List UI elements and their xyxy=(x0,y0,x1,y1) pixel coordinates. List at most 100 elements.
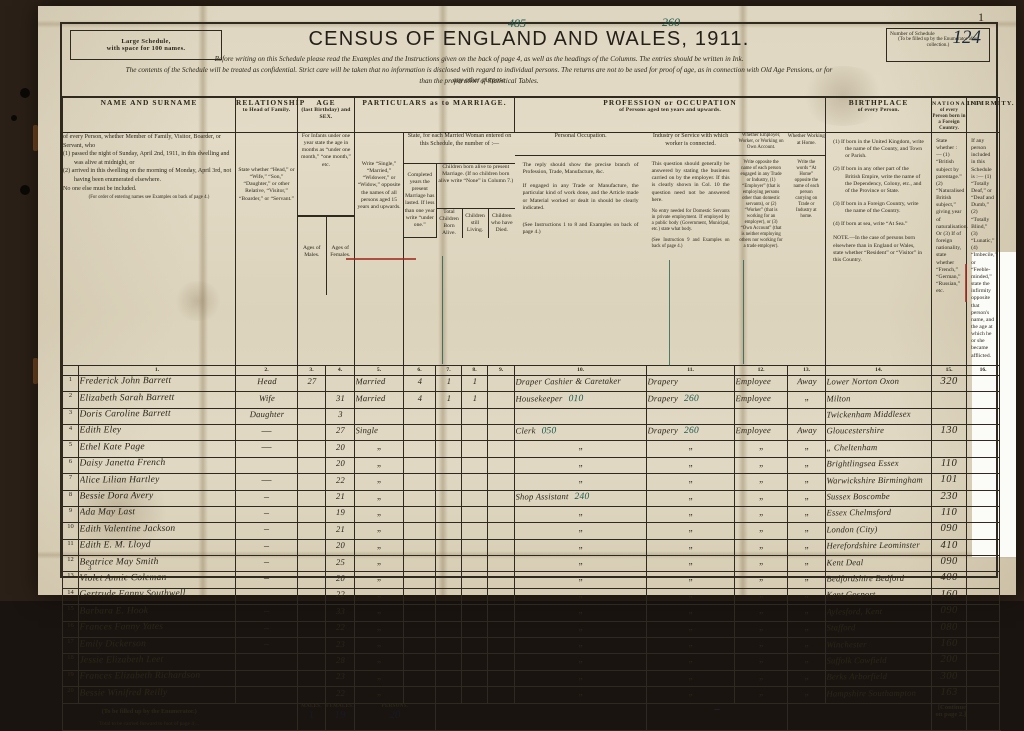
cell-industry[interactable]: „ xyxy=(646,637,736,655)
cell-nationality[interactable]: 080 xyxy=(931,620,968,639)
cell-infirmity[interactable] xyxy=(966,440,1000,458)
cell-employer[interactable]: „ xyxy=(734,505,789,524)
cell-occupation[interactable]: „ xyxy=(514,686,648,704)
cell-condition[interactable]: Married xyxy=(354,391,404,409)
cell-condition[interactable]: Married xyxy=(354,375,404,392)
cell-age-females[interactable]: 21 xyxy=(325,522,355,540)
table-row[interactable]: 17 Emily Dickerson –23 „ „ „ „ „ Winchester 160 xyxy=(62,636,1000,655)
cell-marriage-years[interactable] xyxy=(403,571,436,589)
cell-relationship[interactable]: – xyxy=(235,637,298,655)
cell-age-males[interactable] xyxy=(297,489,326,507)
cell-age-males[interactable] xyxy=(297,424,326,441)
cell-children-born[interactable] xyxy=(435,686,462,704)
cell-industry[interactable]: „ xyxy=(646,620,736,639)
cell-children-born[interactable] xyxy=(435,440,462,458)
cell-children-born[interactable] xyxy=(435,424,462,441)
cell-children-died[interactable] xyxy=(487,686,515,704)
cell-nationality[interactable]: 130 xyxy=(931,423,968,442)
cell-age-females[interactable]: 22 xyxy=(325,473,355,491)
cell-age-males[interactable] xyxy=(297,391,326,409)
cell-children-born[interactable] xyxy=(435,604,462,622)
cell-condition[interactable]: „ xyxy=(354,555,405,573)
cell-condition[interactable]: „ xyxy=(354,456,405,475)
cell-age-females[interactable]: 20 xyxy=(325,440,355,458)
cell-occupation[interactable]: „ xyxy=(514,571,648,589)
cell-employer[interactable]: „ xyxy=(734,456,789,475)
cell-children-born[interactable] xyxy=(435,407,462,425)
cell-age-males[interactable] xyxy=(297,555,326,573)
cell-industry[interactable]: „ xyxy=(646,669,736,688)
cell-birthplace[interactable]: Lower Norton Oxon xyxy=(825,374,932,393)
cell-occupation[interactable]: Shop Assistant 240 xyxy=(514,489,647,507)
cell-occupation[interactable]: Clerk 050 xyxy=(514,423,647,442)
table-row[interactable]: 10 Edith Valentine Jackson –21 „ „ „ „ „ London … xyxy=(62,522,1000,540)
cell-age-females[interactable]: 20 xyxy=(325,457,355,474)
cell-name[interactable]: Jessie Elizabeth Leet xyxy=(78,653,236,671)
cell-name[interactable]: Emily Dickerson xyxy=(78,636,236,655)
cell-marriage-years[interactable] xyxy=(403,407,436,425)
cell-employer[interactable]: „ xyxy=(734,440,789,458)
cell-employer[interactable]: „ xyxy=(734,522,789,540)
cell-condition[interactable]: „ xyxy=(354,669,405,688)
cell-infirmity[interactable] xyxy=(966,571,1000,589)
cell-age-females[interactable]: 21 xyxy=(325,489,355,507)
table-row[interactable]: 19 Frances Elizabeth Richardson 23 „ „ „ „ „ Ber… xyxy=(62,669,1000,688)
cell-occupation[interactable]: „ xyxy=(514,620,648,639)
cell-age-males[interactable] xyxy=(297,522,326,540)
cell-relationship[interactable]: – xyxy=(235,522,298,540)
cell-age-males[interactable] xyxy=(297,407,326,425)
cell-industry[interactable]: Drapery 260 xyxy=(646,391,735,409)
cell-age-females[interactable]: 23 xyxy=(325,670,355,687)
cell-infirmity[interactable] xyxy=(966,588,1000,605)
cell-age-females[interactable]: 31 xyxy=(325,391,355,409)
cell-occupation[interactable]: „ xyxy=(514,538,648,557)
cell-children-living[interactable] xyxy=(461,637,488,655)
cell-children-living[interactable] xyxy=(461,407,488,425)
cell-children-living[interactable] xyxy=(461,440,488,458)
table-row[interactable]: 18 Jessie Elizabeth Leet 28 „ „ „ „ „ Suffolk Co… xyxy=(62,653,1000,671)
cell-infirmity[interactable] xyxy=(966,407,1000,425)
cell-name[interactable]: Bessie Dora Avery xyxy=(78,489,236,508)
cell-children-died[interactable] xyxy=(487,522,515,540)
cell-relationship[interactable]: – xyxy=(235,489,298,507)
cell-employer[interactable]: „ xyxy=(734,637,789,655)
cell-marriage-years[interactable] xyxy=(403,489,436,507)
cell-occupation[interactable]: „ xyxy=(514,637,648,655)
cell-working-home[interactable]: „ xyxy=(787,620,827,639)
cell-working-home[interactable] xyxy=(787,407,826,425)
cell-age-females[interactable]: 22 xyxy=(325,620,355,638)
cell-children-died[interactable] xyxy=(487,506,515,523)
table-row[interactable]: 15 Barbara E. Hook –33 „ „ „ „ „ Aylesford, Kent… xyxy=(62,604,1000,622)
cell-children-living[interactable] xyxy=(461,522,488,540)
cell-name[interactable]: Ada May Last xyxy=(78,505,236,524)
cell-relationship[interactable]: — xyxy=(235,473,298,491)
cell-children-living[interactable] xyxy=(461,571,488,589)
cell-condition[interactable]: „ xyxy=(354,522,405,540)
cell-name[interactable]: Alice Lilian Hartley xyxy=(78,472,236,491)
cell-age-females[interactable]: 3 xyxy=(325,407,355,425)
cell-children-died[interactable] xyxy=(487,375,515,392)
cell-name[interactable]: Barbara E. Hook xyxy=(78,604,236,622)
cell-industry[interactable]: „ xyxy=(646,473,736,491)
cell-marriage-years[interactable] xyxy=(403,506,436,523)
cell-birthplace[interactable]: Gloucestershire xyxy=(825,423,932,442)
cell-infirmity[interactable] xyxy=(966,375,1000,392)
cell-name[interactable]: Elizabeth Sarah Barrett xyxy=(78,390,236,409)
cell-employer[interactable]: „ xyxy=(734,686,789,704)
cell-children-born[interactable] xyxy=(435,653,462,671)
cell-relationship[interactable]: Head xyxy=(235,374,298,392)
cell-children-born[interactable] xyxy=(435,473,462,491)
cell-age-females[interactable]: 25 xyxy=(325,555,355,573)
cell-working-home[interactable]: „ xyxy=(787,653,827,671)
cell-children-died[interactable] xyxy=(487,440,515,458)
cell-relationship[interactable]: Wife xyxy=(235,391,298,409)
cell-condition[interactable]: „ xyxy=(354,686,405,704)
cell-birthplace[interactable]: Winchester xyxy=(825,637,932,655)
cell-infirmity[interactable] xyxy=(966,522,1000,540)
cell-age-females[interactable]: 20 xyxy=(325,571,355,589)
table-row[interactable]: 4 Edith Eley — 27 Single Clerk 050 Drapery 260 Em… xyxy=(62,423,1000,442)
cell-age-males[interactable] xyxy=(297,473,326,491)
cell-industry[interactable]: „ xyxy=(646,653,736,671)
table-row[interactable]: 2 Elizabeth Sarah Barrett Wife 31 Married 4 1 1… xyxy=(62,390,1000,409)
cell-occupation[interactable]: „ xyxy=(514,587,648,606)
